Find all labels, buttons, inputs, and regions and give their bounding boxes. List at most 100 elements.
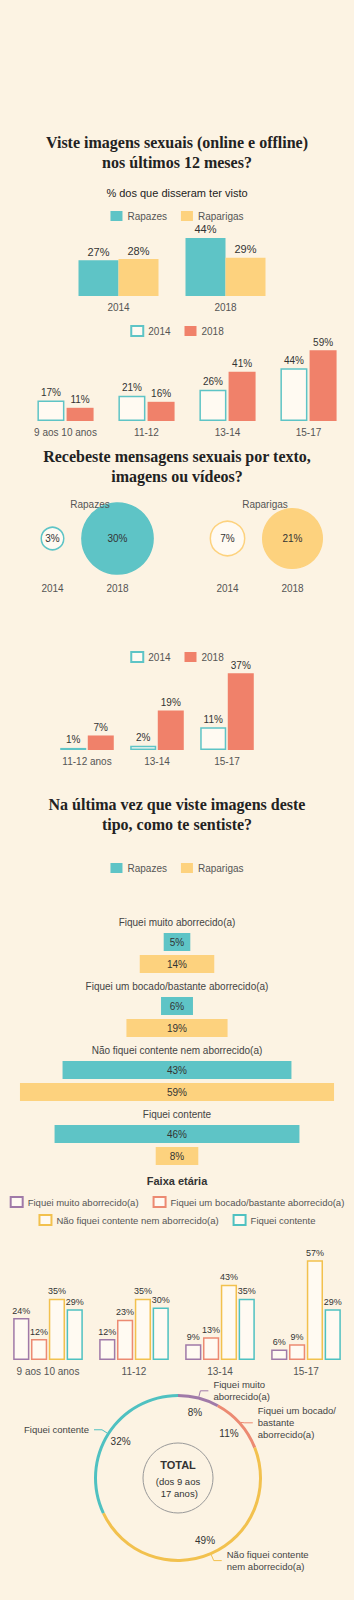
svg-text:(dos 9 aos: (dos 9 aos: [156, 1476, 201, 1487]
svg-text:30%: 30%: [107, 533, 127, 544]
svg-text:11%: 11%: [219, 1428, 238, 1439]
svg-text:28%: 28%: [127, 245, 149, 257]
svg-text:aborrecido(a): aborrecido(a): [258, 1429, 315, 1440]
svg-text:Não fiquei contente: Não fiquei contente: [227, 1549, 312, 1560]
svg-text:Fiquei contente: Fiquei contente: [251, 1215, 316, 1226]
svg-text:9 aos 10 anos: 9 aos 10 anos: [34, 427, 97, 438]
svg-text:Fiquei contente: Fiquei contente: [24, 1424, 89, 1435]
svg-text:Faixa etária: Faixa etária: [147, 1175, 208, 1187]
svg-text:Não fiquei contente nem aborre: Não fiquei contente nem aborrecido(a): [56, 1215, 218, 1226]
svg-text:Fiquei um bocado/: Fiquei um bocado/: [258, 1405, 339, 1416]
svg-text:35%: 35%: [134, 1286, 152, 1296]
svg-text:16%: 16%: [151, 388, 171, 399]
svg-text:29%: 29%: [66, 1297, 84, 1307]
svg-text:27%: 27%: [87, 246, 109, 258]
svg-text:13%: 13%: [202, 1325, 220, 1335]
svg-text:bastante: bastante: [258, 1417, 297, 1428]
svg-text:8%: 8%: [188, 1407, 203, 1418]
svg-text:11%: 11%: [204, 714, 223, 725]
svg-text:11-12 anos: 11-12 anos: [62, 756, 111, 767]
svg-text:29%: 29%: [234, 243, 256, 255]
svg-text:15-17: 15-17: [293, 1366, 319, 1377]
svg-text:Fiquei muito aborrecido(a): Fiquei muito aborrecido(a): [119, 917, 236, 928]
svg-text:2014: 2014: [148, 326, 171, 337]
svg-text:9 aos 10 anos: 9 aos 10 anos: [17, 1366, 80, 1377]
svg-text:17%: 17%: [41, 387, 61, 398]
svg-text:6%: 6%: [273, 1337, 286, 1347]
svg-text:19%: 19%: [161, 697, 181, 708]
svg-text:2014: 2014: [107, 302, 130, 313]
svg-text:2018: 2018: [281, 583, 304, 594]
svg-text:59%: 59%: [167, 1087, 187, 1098]
svg-text:21%: 21%: [122, 382, 142, 393]
svg-text:6%: 6%: [170, 1001, 185, 1012]
svg-text:TOTAL: TOTAL: [160, 1459, 196, 1471]
svg-text:aborrecido(a): aborrecido(a): [213, 1391, 269, 1402]
svg-text:8%: 8%: [170, 1151, 185, 1162]
svg-text:Raparigas: Raparigas: [242, 499, 288, 510]
svg-text:Fiquei muito: Fiquei muito: [213, 1379, 267, 1390]
svg-text:44%: 44%: [194, 223, 216, 235]
svg-text:30%: 30%: [152, 1295, 170, 1305]
svg-text:Fiquei muito aborrecido(a): Fiquei muito aborrecido(a): [28, 1197, 139, 1208]
svg-text:13-14: 13-14: [144, 756, 170, 767]
svg-text:9%: 9%: [291, 1332, 304, 1342]
svg-text:11-12: 11-12: [122, 1366, 147, 1377]
svg-text:11-12: 11-12: [134, 427, 159, 438]
svg-text:35%: 35%: [48, 1286, 66, 1296]
svg-text:9%: 9%: [187, 1332, 200, 1342]
svg-text:Raparigas: Raparigas: [198, 863, 244, 874]
svg-text:Não fiquei contente nem aborre: Não fiquei contente nem aborrecido(a): [92, 1045, 263, 1056]
svg-text:Fiquei contente: Fiquei contente: [143, 1109, 212, 1120]
svg-text:49%: 49%: [195, 1535, 215, 1546]
svg-text:7%: 7%: [220, 533, 235, 544]
svg-text:2%: 2%: [136, 732, 151, 743]
svg-text:19%: 19%: [167, 1023, 187, 1034]
svg-text:44%: 44%: [284, 355, 304, 366]
svg-text:41%: 41%: [232, 358, 252, 369]
svg-text:46%: 46%: [167, 1129, 187, 1140]
svg-text:2014: 2014: [148, 652, 171, 663]
svg-text:15-17: 15-17: [296, 427, 322, 438]
svg-text:12%: 12%: [30, 1327, 48, 1337]
svg-text:7%: 7%: [94, 722, 109, 733]
svg-text:2018: 2018: [106, 583, 129, 594]
svg-text:17 anos): 17 anos): [158, 1488, 198, 1499]
svg-text:2018: 2018: [214, 302, 237, 313]
svg-text:3%: 3%: [45, 533, 60, 544]
html-text:Recebeste mensagens sexuais po: Recebeste mensagens sexuais por texto, i…: [43, 448, 311, 485]
svg-text:Rapazes: Rapazes: [127, 863, 166, 874]
svg-text:43%: 43%: [220, 1272, 238, 1282]
svg-text:21%: 21%: [282, 533, 302, 544]
html-text:Na última vez que viste imagen: Na última vez que viste imagens deste ti…: [48, 796, 306, 833]
svg-text:23%: 23%: [116, 1307, 134, 1317]
svg-text:37%: 37%: [231, 660, 251, 671]
svg-text:24%: 24%: [12, 1306, 30, 1316]
html-text:Viste imagens sexuais (online: Viste imagens sexuais (online e offline)…: [46, 134, 308, 171]
svg-text:59%: 59%: [313, 337, 333, 348]
svg-text:15-17: 15-17: [214, 756, 240, 767]
svg-text:12%: 12%: [98, 1327, 116, 1337]
svg-text:13-14: 13-14: [215, 427, 241, 438]
svg-text:2014: 2014: [216, 583, 239, 594]
svg-text:32%: 32%: [111, 1436, 131, 1447]
svg-text:14%: 14%: [167, 959, 187, 970]
svg-text:11%: 11%: [70, 394, 89, 405]
svg-text:57%: 57%: [306, 1248, 324, 1258]
svg-text:35%: 35%: [238, 1286, 256, 1296]
svg-text:Raparigas: Raparigas: [198, 211, 244, 222]
svg-text:Fiquei um bocado/bastante abor: Fiquei um bocado/bastante aborrecido(a): [86, 981, 269, 992]
svg-text:2014: 2014: [41, 583, 64, 594]
svg-text:2018: 2018: [202, 652, 225, 663]
svg-text:Rapazes: Rapazes: [70, 499, 109, 510]
svg-text:2018: 2018: [202, 326, 225, 337]
svg-text:Fiquei um bocado/bastante abor: Fiquei um bocado/bastante aborrecido(a): [171, 1197, 345, 1208]
svg-text:29%: 29%: [324, 1297, 342, 1307]
svg-text:Rapazes: Rapazes: [127, 211, 166, 222]
svg-text:1%: 1%: [66, 734, 81, 745]
svg-text:13-14: 13-14: [207, 1366, 233, 1377]
svg-text:5%: 5%: [170, 937, 185, 948]
svg-text:26%: 26%: [203, 376, 223, 387]
svg-text:nem aborrecido(a): nem aborrecido(a): [227, 1561, 305, 1572]
svg-text:43%: 43%: [167, 1065, 187, 1076]
